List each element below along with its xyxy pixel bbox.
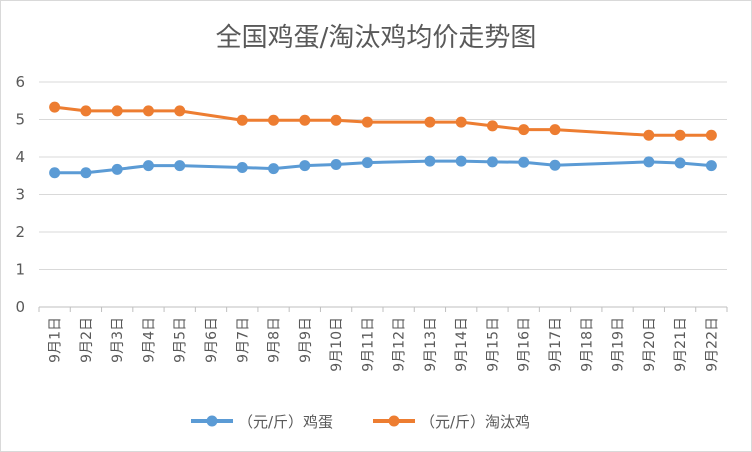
x-tick-label: 9月12日 [392, 317, 408, 372]
x-tick-label: 9月18日 [579, 317, 595, 372]
x-tick-label: 9月4日 [141, 317, 157, 363]
y-tick-label-1: 1 [15, 261, 25, 279]
y-tick-label-4: 4 [15, 148, 25, 166]
data-point [236, 162, 248, 173]
axes: 0 1 2 3 4 5 6 9月1日 9月2日 9月3日 9月4日 9月5日 9月6日 9月7日 9月8日 9… [15, 73, 728, 372]
data-point [330, 114, 342, 126]
data-point [455, 155, 467, 167]
data-point [111, 163, 123, 175]
data-point [174, 160, 186, 172]
legend-label-culled-hens: （元/斤）淘汰鸡 [420, 413, 530, 431]
gridlines [39, 81, 727, 270]
data-point [424, 116, 436, 128]
y-tick-label-2: 2 [15, 223, 25, 241]
data-point [142, 160, 154, 172]
data-point [268, 163, 280, 175]
x-tick-label: 9月10日 [329, 317, 345, 372]
data-point [361, 157, 373, 169]
series-1 [49, 101, 717, 141]
chart-title: 全国鸡蛋/淘汰鸡均价走势图 [216, 23, 537, 53]
legend-label-eggs: （元/斤）鸡蛋 [238, 413, 333, 431]
x-tick-label: 9月9日 [298, 317, 314, 363]
data-point [518, 156, 530, 168]
data-point [486, 120, 498, 132]
x-tick-label: 9月5日 [173, 317, 189, 363]
legend-marker-eggs [206, 415, 218, 427]
data-point [49, 167, 61, 179]
x-tick-label: 9月11日 [360, 317, 376, 372]
legend-item-culled-hens: （元/斤）淘汰鸡 [373, 413, 530, 431]
x-tick-label: 9月14日 [454, 317, 470, 372]
x-tick-label: 9月16日 [517, 317, 533, 372]
x-tick-label: 9月21日 [673, 317, 689, 372]
series-0 [49, 155, 717, 179]
data-point [268, 114, 280, 126]
x-tick-label: 9月6日 [204, 317, 220, 363]
x-tick-label: 9月22日 [704, 317, 720, 372]
data-point [674, 157, 686, 169]
y-tick-label-6: 6 [15, 73, 25, 91]
legend-item-eggs: （元/斤）鸡蛋 [191, 413, 333, 431]
x-tick-label: 9月3日 [110, 317, 126, 363]
data-point [486, 156, 498, 168]
data-point [142, 105, 154, 117]
data-point [643, 156, 655, 168]
legend-marker-culled-hens [388, 415, 400, 427]
data-point [299, 114, 311, 126]
data-point [549, 159, 561, 171]
data-point [80, 105, 92, 117]
y-tick-label-3: 3 [15, 186, 25, 204]
x-tick-label: 9月7日 [235, 317, 251, 363]
data-point [643, 129, 655, 141]
data-point [174, 105, 186, 117]
x-tick-label: 9月8日 [267, 317, 283, 363]
data-point [111, 105, 123, 117]
y-tick-label-0: 0 [15, 298, 25, 316]
data-point [299, 160, 311, 172]
data-point [330, 159, 342, 170]
x-tick-label: 9月2日 [79, 317, 95, 363]
data-point [705, 129, 717, 141]
data-point [49, 101, 61, 113]
data-point [80, 167, 92, 179]
x-tick-label: 9月19日 [611, 317, 627, 372]
x-tick-label: 9月17日 [548, 317, 564, 372]
data-point [424, 155, 436, 167]
x-tick-label: 9月13日 [423, 317, 439, 372]
legend: （元/斤）鸡蛋 （元/斤）淘汰鸡 [191, 413, 530, 431]
data-point [674, 129, 686, 141]
data-point [549, 124, 561, 136]
x-tick-label: 9月15日 [485, 317, 501, 372]
y-tick-label-5: 5 [15, 111, 25, 129]
series-layer [49, 101, 717, 179]
x-tick-label: 9月20日 [642, 317, 658, 372]
data-point [705, 160, 717, 172]
x-tick-label: 9月1日 [48, 317, 64, 363]
data-point [455, 116, 467, 128]
data-point [361, 116, 373, 128]
data-point [518, 124, 530, 136]
data-point [236, 114, 248, 126]
